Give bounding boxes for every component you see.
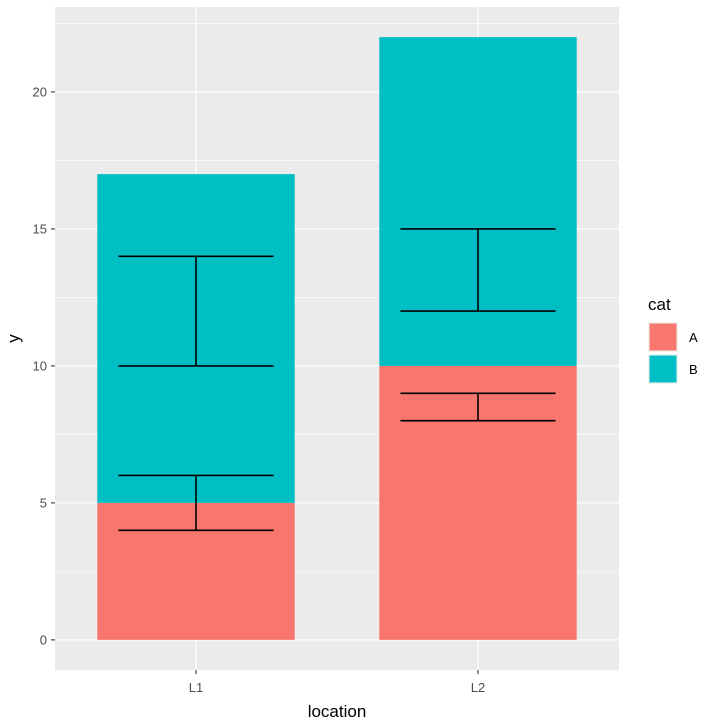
x-tick-label: L2 [471, 680, 485, 695]
legend-label-a: A [689, 330, 698, 345]
legend: cat A B [648, 295, 698, 384]
y-tick-label: 20 [33, 84, 47, 99]
y-tick-label: 0 [40, 632, 47, 647]
legend-label-b: B [689, 362, 698, 377]
y-axis: 0 5 10 15 20 [33, 84, 55, 647]
y-tick-label: 15 [33, 221, 47, 236]
legend-title: cat [648, 295, 671, 314]
y-axis-title: y [4, 334, 23, 343]
error-bars [118, 228, 556, 532]
errorbar-l1-a [118, 474, 274, 532]
errorbar-l1-b [118, 255, 274, 367]
errorbar-l2-a [400, 392, 556, 422]
bar-l2-b [379, 37, 577, 366]
legend-key-b [649, 355, 677, 383]
legend-key-a [649, 323, 677, 351]
x-tick-label: L1 [189, 680, 203, 695]
errorbar-l2-b [400, 228, 556, 312]
x-axis-title: location [308, 702, 367, 720]
x-axis: L1 L2 [189, 670, 485, 695]
y-tick-label: 10 [33, 358, 47, 373]
y-tick-label: 5 [40, 495, 47, 510]
